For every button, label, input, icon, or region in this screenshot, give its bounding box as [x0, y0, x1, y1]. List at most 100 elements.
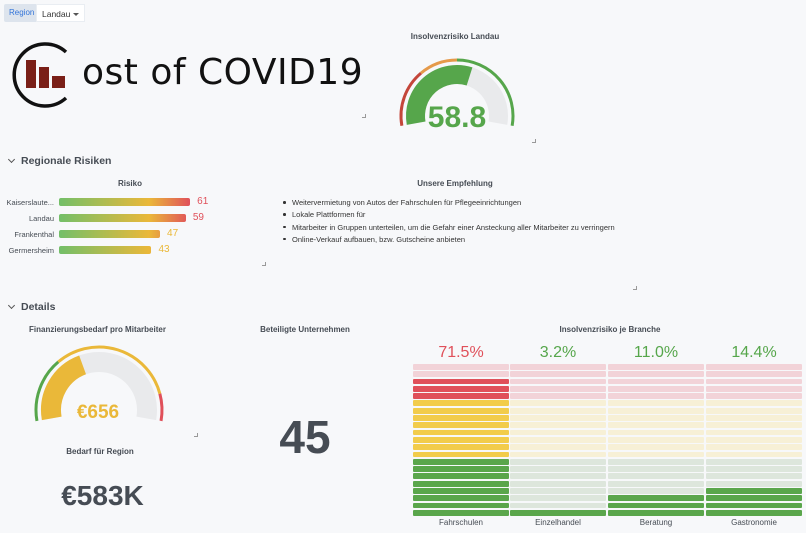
bar-segment — [706, 458, 802, 465]
companies-value: 45 — [279, 411, 331, 463]
bar-segment — [413, 495, 509, 502]
gauge-threshold-band — [158, 393, 164, 422]
bar-segment — [413, 458, 509, 465]
chevron-down-icon — [7, 155, 16, 164]
bar-segment — [510, 473, 606, 480]
bar-segment — [413, 407, 509, 414]
bar-segment — [706, 509, 802, 516]
bar-segment — [608, 415, 704, 421]
bar-segment — [413, 436, 509, 443]
bar-segment — [706, 400, 802, 407]
funding-gauge-value: €656 — [76, 402, 120, 423]
bar-segment — [608, 371, 704, 378]
bar-segment — [706, 488, 802, 494]
risk-value: 43 — [158, 244, 170, 255]
risk-label: Kaiserslaute... — [6, 198, 54, 207]
risk-value: 61 — [197, 196, 209, 207]
bar-segment — [413, 364, 509, 370]
gauge-fill — [41, 355, 87, 421]
caret-down-icon — [73, 13, 80, 17]
bar-segment — [608, 407, 704, 414]
bar-segment — [510, 495, 606, 502]
resize-handle[interactable] — [362, 114, 366, 118]
bar-segment — [608, 495, 704, 502]
bar-segment — [413, 371, 509, 378]
bar-segment — [706, 364, 802, 370]
logo-text: ost of COVID19 — [82, 52, 364, 93]
resize-handle[interactable] — [262, 262, 266, 266]
gauge-threshold-band — [456, 58, 515, 126]
logo: ost of COVID19 — [12, 40, 364, 110]
bar-segment — [510, 407, 606, 414]
funding-gauge — [34, 345, 164, 422]
risk-bar — [59, 230, 161, 238]
branch-label: Beratung — [639, 518, 673, 527]
bar-segment — [510, 509, 606, 516]
gauge-threshold-band — [420, 58, 458, 75]
bar-segment — [510, 429, 606, 436]
branch-risk-column — [510, 364, 606, 517]
bar-segment — [413, 385, 509, 392]
branch-label: Fahrschulen — [438, 518, 484, 527]
risk-label: Landau — [28, 214, 54, 223]
risk-row: Frankenthal 47 — [4, 228, 264, 239]
bar-segment — [510, 480, 606, 487]
bar-segment — [706, 371, 802, 378]
bar-segment — [706, 378, 802, 385]
bar-segment — [510, 364, 606, 370]
bar-segment — [706, 415, 802, 421]
bar-segment — [706, 436, 802, 443]
bar-segment — [510, 385, 606, 392]
bar-segment — [608, 466, 704, 472]
bar-segment — [510, 415, 606, 421]
bar-segment — [413, 400, 509, 407]
branch-risk-value: 11.0% — [633, 344, 679, 361]
bar-segment — [413, 466, 509, 472]
risk-row: Landau 59 — [4, 212, 264, 223]
risk-bar — [59, 198, 191, 206]
bar-segment — [706, 393, 802, 399]
bar-segment — [510, 436, 606, 443]
risk-bar — [59, 214, 186, 222]
bar-segment — [706, 502, 802, 509]
recommendation-item: Mitarbeiter in Gruppen unterteilen, um d… — [283, 223, 643, 232]
companies-title: Beteiligte Unternehmen — [260, 325, 350, 334]
row-regionale-risiken[interactable]: Regionale Risiken — [7, 155, 111, 167]
logo-mark-icon — [12, 42, 68, 108]
insolvency-gauge — [399, 58, 515, 126]
bar-segment — [608, 473, 704, 480]
bar-segment — [608, 429, 704, 436]
resize-handle[interactable] — [532, 139, 536, 143]
bar-segment — [510, 444, 606, 451]
bar-segment — [510, 458, 606, 465]
chevron-down-icon — [7, 301, 16, 310]
bar-segment — [413, 393, 509, 399]
branch-risk-column — [413, 364, 509, 517]
branch-risk-column — [608, 364, 704, 517]
branch-label: Einzelhandel — [535, 518, 581, 527]
risk-label: Frankenthal — [14, 230, 54, 239]
region-select[interactable]: Landau — [36, 4, 86, 22]
risk-row: Kaiserslaute... 61 — [4, 196, 264, 207]
risk-bar — [59, 246, 152, 254]
bar-segment — [510, 400, 606, 407]
recommendation-item: Online-Verkauf aufbauen, bzw. Gutscheine… — [283, 235, 643, 244]
bar-segment — [706, 407, 802, 414]
bar-segment — [706, 480, 802, 487]
row-details[interactable]: Details — [7, 301, 55, 313]
risk-value: 59 — [192, 212, 204, 223]
bar-segment — [413, 415, 509, 421]
bar-segment — [608, 422, 704, 429]
resize-handle[interactable] — [633, 286, 637, 290]
gauge-fill — [406, 65, 473, 125]
bar-segment — [706, 495, 802, 502]
bar-segment — [608, 393, 704, 399]
branch-risk-value: 3.2% — [539, 344, 577, 361]
gauge-threshold-band — [34, 360, 60, 422]
bar-segment — [510, 378, 606, 385]
recommendations-title: Unsere Empfehlung — [417, 179, 493, 188]
bar-segment — [413, 444, 509, 451]
bar-segment — [413, 502, 509, 509]
resize-handle[interactable] — [194, 433, 198, 437]
branch-risk-title: Insolvenzrisiko je Branche — [559, 325, 661, 334]
